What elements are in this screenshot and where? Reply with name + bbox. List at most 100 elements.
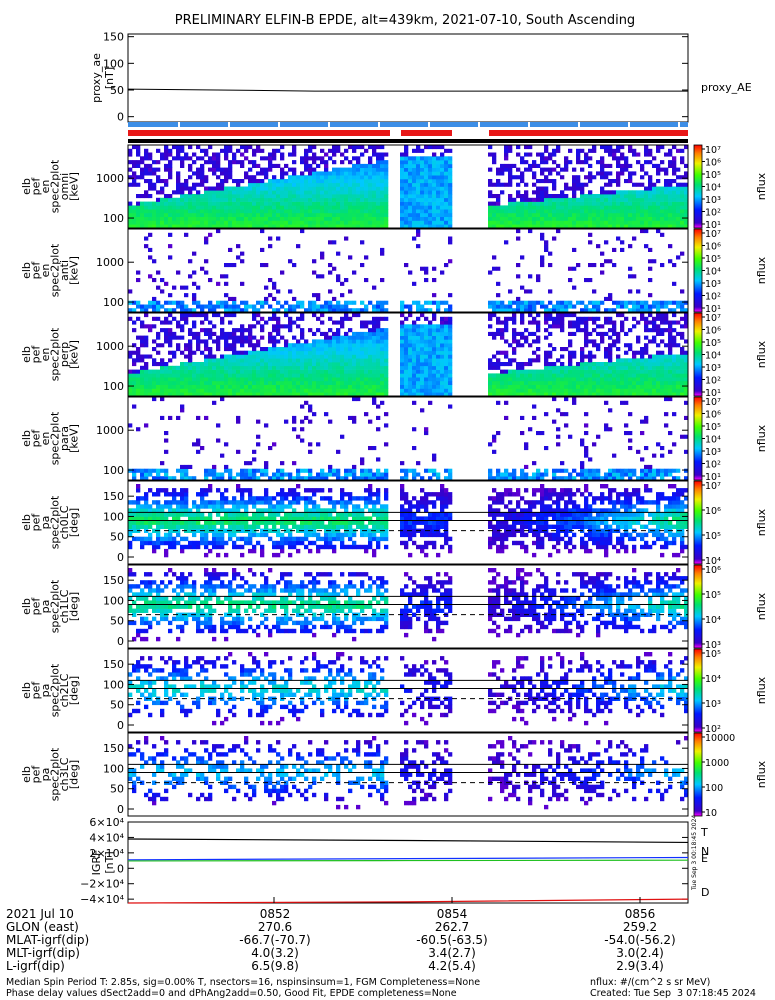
spectrogram-cell <box>404 324 409 329</box>
spectrogram-cell <box>404 205 409 210</box>
spectrogram-cell <box>412 281 417 286</box>
spectrogram-cell <box>236 209 241 214</box>
spectrogram-cell <box>160 373 165 378</box>
spectrogram-cell <box>584 182 589 187</box>
spectrogram-cell <box>532 373 537 378</box>
spectrogram-cell <box>596 244 601 249</box>
spectrogram-cell <box>584 384 589 389</box>
spectrogram-cell <box>500 190 505 195</box>
spectrogram-cell <box>156 201 161 206</box>
spectrogram-cell <box>372 285 377 290</box>
spectrogram-cell <box>332 339 337 344</box>
spectrogram-cell <box>672 362 677 367</box>
spectrogram-cell <box>196 220 201 225</box>
spectrogram-cell <box>216 175 221 180</box>
spectrogram-cell <box>448 201 453 206</box>
spectrogram-cell <box>308 449 313 454</box>
spectrogram-cell <box>636 304 641 309</box>
spectrogram-cell <box>532 369 537 374</box>
spectrogram-cell <box>296 324 301 329</box>
spectrogram-cell <box>508 209 513 214</box>
spectrogram-cell <box>168 216 173 221</box>
spectrogram-cell <box>640 224 645 229</box>
spectrogram-cell <box>340 335 345 340</box>
spectrogram-cell <box>616 362 621 367</box>
spectrogram-cell <box>312 145 317 150</box>
spectrogram-cell <box>548 179 553 184</box>
spectrogram-cell <box>412 171 417 176</box>
spectrogram-cell <box>148 472 153 477</box>
spectrogram-cell <box>264 362 269 367</box>
spectrogram-cell <box>140 377 145 382</box>
spectrogram-cell <box>316 156 321 161</box>
spectrogram-cell <box>364 412 369 417</box>
spectrogram-cell <box>216 212 221 217</box>
spectrogram-cell <box>516 145 521 150</box>
spectrogram-cell <box>520 212 525 217</box>
spectrogram-cell <box>344 308 349 313</box>
spectrogram-cell <box>668 377 673 382</box>
spectrogram-cell <box>548 289 553 294</box>
spectrogram-cell <box>384 468 389 473</box>
spectrogram-cell <box>680 392 685 397</box>
spectrogram-cell <box>276 148 281 153</box>
spectrogram-cell <box>528 163 533 168</box>
spectrogram-cell <box>504 148 509 153</box>
spectrogram-cell <box>640 304 645 309</box>
spectrogram-cell <box>164 163 169 168</box>
spectrogram-cell <box>504 304 509 309</box>
spectrogram-cell <box>608 194 613 199</box>
spectrogram-cell <box>644 392 649 397</box>
spectrogram-cell <box>208 160 213 165</box>
spectrogram-cell <box>376 209 381 214</box>
spectrogram-cell <box>580 369 585 374</box>
spectrogram-cell <box>576 392 581 397</box>
spectrogram-cell <box>352 476 357 481</box>
spectrogram-cell <box>420 179 425 184</box>
spectrogram-cell <box>216 163 221 168</box>
spectrogram-cell <box>340 205 345 210</box>
spectrogram-cell <box>432 472 437 477</box>
spectrogram-cell <box>340 293 345 298</box>
spectrogram-cell <box>648 369 653 374</box>
spectrogram-cell <box>596 343 601 348</box>
spectrogram-cell <box>296 362 301 367</box>
spectrogram-cell <box>424 156 429 161</box>
spectrogram-cell <box>488 300 493 305</box>
spectrogram-cell <box>444 331 449 336</box>
spectrogram-cell <box>320 308 325 313</box>
spectrogram-cell <box>344 365 349 370</box>
spectrogram-cell <box>432 380 437 385</box>
spectrogram-cell <box>316 476 321 481</box>
spectrogram-cell <box>432 328 437 333</box>
spectrogram-cell <box>304 354 309 359</box>
spectrogram-cell <box>348 350 353 355</box>
spectrogram-cell <box>544 380 549 385</box>
spectrogram-cell <box>540 209 545 214</box>
spectrogram-cell <box>320 343 325 348</box>
spectrogram-cell <box>660 232 665 237</box>
spectrogram-cell <box>664 201 669 206</box>
spectrogram-cell <box>356 369 361 374</box>
spectrogram-cell <box>336 182 341 187</box>
spectrogram-cell <box>600 190 605 195</box>
spectrogram-cell <box>224 380 229 385</box>
spectrogram-cell <box>624 212 629 217</box>
spectrogram-4 <box>128 397 689 481</box>
spectrogram-cell <box>376 156 381 161</box>
spectrogram-cell <box>496 316 501 321</box>
spectrogram-cell <box>352 209 357 214</box>
spectrogram-cell <box>288 289 293 294</box>
spectrogram-cell <box>268 380 273 385</box>
spectrogram-cell <box>576 324 581 329</box>
spectrogram-cell <box>492 209 497 214</box>
spectrogram-cell <box>316 388 321 393</box>
spectrogram-cell <box>240 324 245 329</box>
spectrogram-cell <box>360 468 365 473</box>
spectrogram-cell <box>268 446 273 451</box>
spectrogram-cell <box>584 201 589 206</box>
spectrogram-cell <box>436 347 441 352</box>
spectrogram-cell <box>384 167 389 172</box>
spectrogram-cell <box>360 186 365 191</box>
spectrogram-cell <box>544 216 549 221</box>
